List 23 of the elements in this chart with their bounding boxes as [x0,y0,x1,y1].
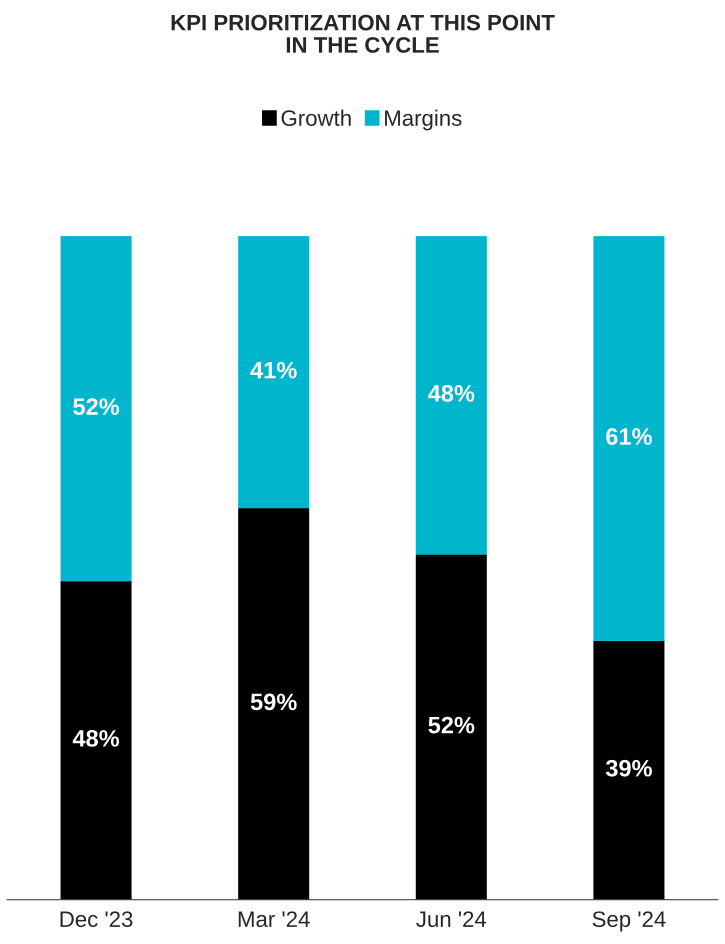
x-tick-label: Dec '23 [60,911,132,928]
data-label: 39% [606,760,652,777]
bar [60,236,132,582]
bar [238,236,310,508]
x-tick-label: Jun '24 [416,911,486,928]
data-label: 61% [606,428,652,445]
bar [60,581,132,900]
bar [416,554,487,900]
data-label: 52% [428,716,474,734]
legend-label: Growth [282,110,351,126]
x-tick-label: Mar '24 [238,911,310,928]
data-label: 48% [72,730,120,747]
bar [593,236,664,641]
bar [238,508,310,900]
data-label: 48% [428,384,474,402]
chart-title: KPI PRIORITIZATION AT THIS POINT IN THE CYCLE [172,14,555,53]
legend-label: Margins [385,110,462,130]
bar [416,236,487,555]
data-label: 41% [250,362,297,378]
data-label: 52% [73,398,120,415]
data-label: 59% [250,694,297,710]
bar [593,640,664,900]
x-tick-label: Sep '24 [592,911,666,932]
